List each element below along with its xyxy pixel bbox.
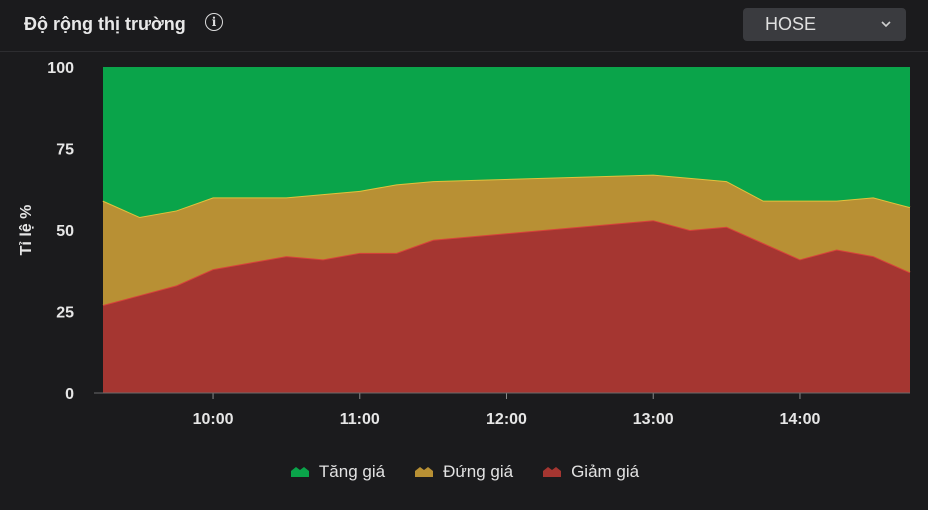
x-tick-label: 14:00 bbox=[779, 411, 820, 428]
info-icon[interactable]: i bbox=[205, 13, 223, 31]
legend-marker-unchanged-icon bbox=[415, 467, 434, 477]
y-tick-label: 100 bbox=[47, 60, 74, 77]
legend-label-down: Giảm giá bbox=[571, 462, 640, 481]
x-tick-label: 11:00 bbox=[340, 411, 380, 428]
area-series-1 bbox=[103, 174, 910, 305]
exchange-select[interactable]: HOSE bbox=[743, 8, 906, 41]
x-tick-label: 10:00 bbox=[193, 411, 234, 428]
widget-title: Độ rộng thị trường bbox=[24, 14, 186, 34]
x-tick-label: 12:00 bbox=[486, 411, 527, 428]
legend-item-down[interactable]: Giảm giá bbox=[541, 459, 639, 485]
area-series-0 bbox=[103, 220, 910, 393]
y-tick-label: 0 bbox=[65, 386, 74, 403]
x-tick-label: 13:00 bbox=[633, 411, 674, 428]
market-breadth-chart: 0 25 50 75 100 10:00 11:00 12:00 13:00 14:00 Tỉ l… bbox=[18, 60, 911, 428]
exchange-select-value: HOSE bbox=[765, 14, 817, 34]
y-tick-label: 25 bbox=[56, 305, 74, 322]
chart-legend: Tăng giá Đứng giá Giảm giá bbox=[0, 459, 928, 485]
legend-item-unchanged[interactable]: Đứng giá bbox=[413, 459, 513, 485]
legend-label-up: Tăng giá bbox=[318, 462, 386, 481]
area-layer bbox=[102, 67, 911, 393]
legend-label-unchanged: Đứng giá bbox=[443, 462, 514, 481]
widget-header: Độ rộng thị trường i HOSE bbox=[0, 0, 928, 52]
chevron-down-icon bbox=[881, 21, 891, 28]
area-series-2 bbox=[103, 67, 910, 217]
legend-item-up[interactable]: Tăng giá bbox=[289, 459, 385, 485]
y-axis-label: Tỉ lệ % bbox=[18, 205, 35, 256]
legend-marker-down-icon bbox=[543, 467, 562, 477]
y-tick-label: 75 bbox=[56, 142, 74, 159]
y-tick-label: 50 bbox=[56, 223, 74, 240]
legend-marker-up-icon bbox=[290, 467, 309, 477]
axes-layer: 0 25 50 75 100 10:00 11:00 12:00 13:00 14:00 bbox=[47, 60, 910, 428]
